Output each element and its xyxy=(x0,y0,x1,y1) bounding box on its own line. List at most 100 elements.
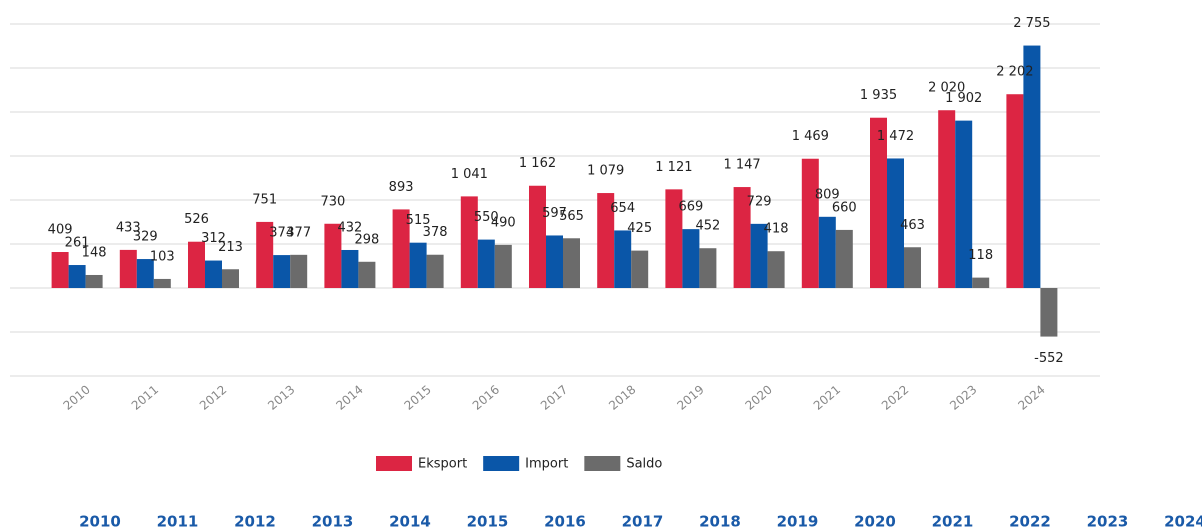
data-label: 2 755 xyxy=(1013,16,1050,31)
data-label: 452 xyxy=(695,219,720,234)
data-label: 730 xyxy=(320,194,345,209)
column-header: 2014 xyxy=(389,513,431,531)
data-label: 2 020 xyxy=(928,81,965,96)
bar xyxy=(818,216,836,288)
bar xyxy=(324,223,342,288)
data-label: 213 xyxy=(218,240,243,255)
bar xyxy=(494,244,512,288)
bar xyxy=(887,158,904,288)
x-tick-label: 2010 xyxy=(61,382,93,412)
bar xyxy=(188,241,205,288)
bar xyxy=(136,259,154,288)
data-label: 148 xyxy=(82,245,107,260)
legend-label: Eksport xyxy=(418,457,467,472)
data-label: 1 935 xyxy=(860,88,897,103)
bar xyxy=(477,239,495,288)
bar xyxy=(1006,94,1024,288)
bar xyxy=(51,252,69,288)
x-tick-label: 2013 xyxy=(265,382,297,412)
data-label: 893 xyxy=(389,180,414,195)
bar xyxy=(153,278,171,288)
data-label: 490 xyxy=(491,215,516,230)
x-tick-label: 2017 xyxy=(538,382,570,412)
data-label: 409 xyxy=(48,223,73,238)
bar xyxy=(904,247,921,288)
bar xyxy=(597,193,615,288)
column-header: 2017 xyxy=(622,513,664,531)
data-label: 526 xyxy=(184,212,209,227)
bar xyxy=(835,229,853,288)
bar xyxy=(699,248,717,288)
column-header: 2022 xyxy=(1009,513,1051,531)
column-header: 2013 xyxy=(312,513,354,531)
column-header: 2023 xyxy=(1087,513,1129,531)
data-label: 1 469 xyxy=(792,129,829,144)
bar xyxy=(1023,45,1041,289)
data-label: 377 xyxy=(286,225,311,240)
data-label: 2 202 xyxy=(996,65,1033,80)
x-tick-label: 2016 xyxy=(470,382,502,412)
bar xyxy=(614,230,632,288)
bar xyxy=(955,120,973,289)
data-label: 809 xyxy=(815,187,840,202)
bar xyxy=(801,158,819,288)
data-label: 1 041 xyxy=(451,167,488,182)
data-label: 378 xyxy=(423,225,448,240)
bar xyxy=(392,209,410,288)
bar xyxy=(205,260,222,288)
x-tick-label: 2014 xyxy=(333,382,365,412)
column-header: 2018 xyxy=(699,513,741,531)
x-tick-label: 2011 xyxy=(129,382,161,412)
bar xyxy=(733,187,751,288)
bar xyxy=(409,242,427,288)
column-header: 2012 xyxy=(234,513,276,531)
data-label: 1 079 xyxy=(587,164,624,179)
legend-swatch xyxy=(483,456,520,471)
bar xyxy=(273,255,291,288)
data-label: 597 xyxy=(542,206,567,221)
x-tick-label: 2022 xyxy=(879,382,911,412)
data-label: 1 902 xyxy=(945,91,982,106)
bar xyxy=(426,254,444,288)
data-label: 463 xyxy=(900,218,925,233)
data-label: 1 147 xyxy=(723,158,760,173)
data-label: 751 xyxy=(252,192,277,207)
bar xyxy=(290,254,308,288)
data-label: 515 xyxy=(406,213,431,228)
bar xyxy=(222,269,239,288)
data-label: 1 162 xyxy=(519,156,556,171)
bar xyxy=(750,223,768,288)
bar xyxy=(546,235,563,288)
data-label: 118 xyxy=(968,248,993,263)
data-label: 660 xyxy=(832,200,857,215)
data-label: 729 xyxy=(747,194,772,209)
bar xyxy=(682,229,700,288)
x-tick-label: 2021 xyxy=(811,382,843,412)
data-label: 654 xyxy=(610,201,635,216)
data-label: 103 xyxy=(150,249,175,264)
column-header: 2015 xyxy=(467,513,509,531)
data-label: 669 xyxy=(678,200,703,215)
x-tick-label: 2018 xyxy=(606,382,638,412)
data-label: 1 472 xyxy=(877,129,914,144)
data-label: 565 xyxy=(559,209,584,224)
x-tick-label: 2020 xyxy=(743,382,775,412)
legend-swatch xyxy=(376,456,412,471)
data-label: 329 xyxy=(133,230,158,245)
bar xyxy=(119,249,137,288)
bar xyxy=(256,221,274,288)
data-label: 418 xyxy=(764,222,789,237)
bar xyxy=(870,117,887,288)
column-header: 2020 xyxy=(854,513,896,531)
column-header: 2011 xyxy=(157,513,199,531)
bar xyxy=(460,196,478,288)
column-header: 2016 xyxy=(544,513,586,531)
x-tick-label: 2023 xyxy=(947,382,979,412)
bar xyxy=(358,261,376,288)
column-header: 2019 xyxy=(777,513,819,531)
data-label: 433 xyxy=(116,220,141,235)
bar xyxy=(631,250,649,288)
legend-label: Saldo xyxy=(626,457,662,472)
legend-label: Import xyxy=(525,457,568,472)
column-header: 2024 xyxy=(1164,513,1202,531)
